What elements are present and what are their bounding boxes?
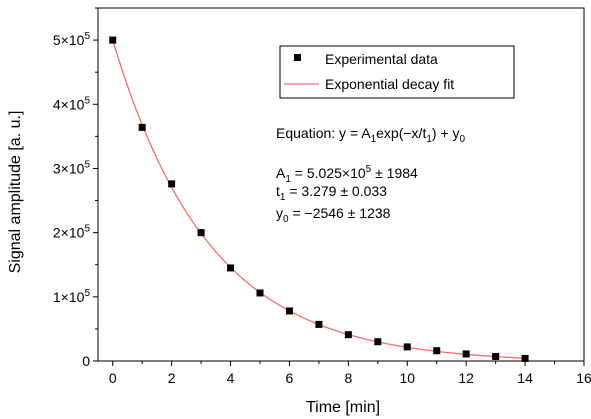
equation-text: Equation: y = A1exp(−x/t1) + y0	[276, 125, 466, 145]
x-tick-label: 16	[576, 370, 591, 386]
y-tick-label: 4×105	[53, 95, 91, 112]
x-tick-label: 14	[517, 370, 533, 386]
fit-annotations: Equation: y = A1exp(−x/t1) + y0 A1 = 5.0…	[276, 125, 466, 225]
legend-label-fit: Exponential decay fit	[325, 76, 454, 92]
y0-value-text: y0 = −2546 ± 1238	[276, 205, 391, 225]
x-tick-label: 8	[344, 370, 352, 386]
y-axis-title: Signal amplitude [a. u.]	[7, 111, 24, 274]
x-tick-label: 0	[109, 370, 117, 386]
data-point	[403, 343, 411, 351]
data-point	[256, 289, 264, 297]
x-tick-label: 10	[399, 370, 415, 386]
y-tick-label: 5×105	[53, 31, 91, 48]
plot-area-frame	[97, 7, 585, 362]
data-point	[168, 180, 176, 188]
legend-label-experimental: Experimental data	[325, 51, 438, 67]
y-tick-label: 3×105	[53, 159, 91, 176]
data-point	[433, 347, 441, 355]
x-tick-label: 12	[458, 370, 474, 386]
y-tick-label: 1×105	[53, 288, 91, 305]
data-point	[344, 331, 352, 339]
y-tick-label: 0	[82, 353, 90, 369]
data-point	[492, 353, 500, 361]
t1-value-text: t1 = 3.279 ± 0.033	[276, 183, 387, 203]
data-point	[109, 36, 117, 44]
y-tick-label: 2×105	[53, 224, 91, 241]
data-point	[138, 123, 146, 131]
data-point	[462, 350, 470, 358]
x-tick-label: 2	[168, 370, 176, 386]
legend-marker-experimental	[294, 54, 301, 61]
data-point	[374, 338, 382, 346]
data-point	[197, 229, 205, 237]
x-axis-title: Time [min]	[306, 399, 380, 416]
data-point	[227, 264, 235, 272]
data-point	[285, 307, 293, 315]
data-point	[521, 354, 529, 362]
a1-value-text: A1 = 5.025×105 ± 1984	[276, 164, 418, 185]
x-tick-label: 4	[227, 370, 235, 386]
x-tick-label: 6	[286, 370, 294, 386]
legend: Experimental data Exponential decay fit	[279, 45, 515, 99]
data-point	[315, 320, 323, 328]
legend-box	[279, 45, 515, 99]
